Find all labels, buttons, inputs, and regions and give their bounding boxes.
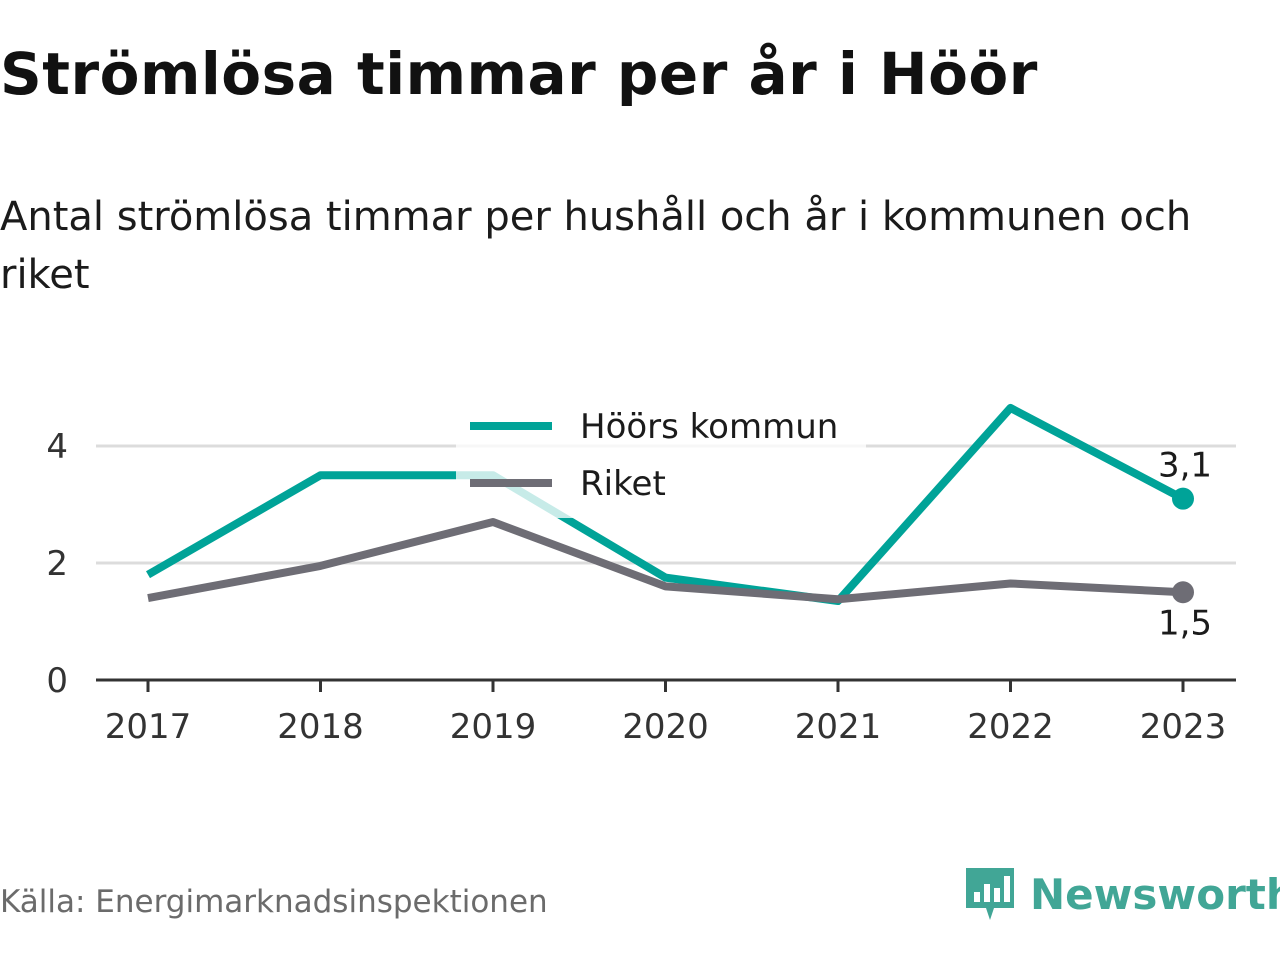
legend-label: Höörs kommun xyxy=(580,407,838,447)
y-tick-label: 2 xyxy=(46,544,68,584)
data-label: 1,5 xyxy=(1158,603,1212,643)
line-chart: 0 2 4 2017 2018 2019 2020 2021 2022 2023 Höörs kom… xyxy=(46,403,1236,747)
x-tick-label: 2019 xyxy=(450,707,537,747)
chart-title: Strömlösa timmar per år i Höör xyxy=(0,40,1038,108)
x-tick-label: 2020 xyxy=(622,707,709,747)
x-tick-label: 2017 xyxy=(105,707,192,747)
series-line-1 xyxy=(147,518,1184,604)
x-tick-label: 2022 xyxy=(967,707,1054,747)
legend-label: Riket xyxy=(580,464,666,504)
brand-name: Newsworthy xyxy=(1030,869,1280,919)
x-tick-label: 2023 xyxy=(1140,707,1227,747)
newsworthy-logo-icon xyxy=(966,868,1014,920)
x-tick-label: 2021 xyxy=(795,707,882,747)
series-line-0 xyxy=(146,403,1185,606)
end-point-marker xyxy=(1172,581,1194,604)
data-label: 3,1 xyxy=(1158,446,1212,486)
chart-subtitle: Antal strömlösa timmar per hushåll och å… xyxy=(0,194,1192,298)
end-point-marker xyxy=(1172,487,1194,510)
source-note: Källa: Energimarknadsinspektionen xyxy=(0,884,548,920)
y-tick-label: 4 xyxy=(46,427,68,467)
x-tick-label: 2018 xyxy=(277,707,364,747)
brand-logo: Newsworthy xyxy=(964,864,1280,924)
y-tick-label: 0 xyxy=(46,661,68,701)
